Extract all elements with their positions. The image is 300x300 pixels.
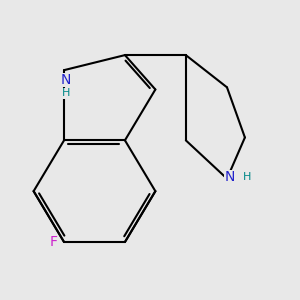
Text: H: H [62,88,70,98]
Text: H: H [242,172,251,182]
Text: N: N [61,73,71,87]
Text: F: F [49,235,57,249]
Text: N: N [225,170,235,184]
